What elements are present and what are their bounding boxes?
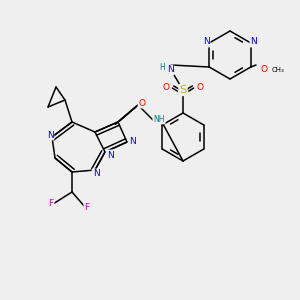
Text: O: O bbox=[196, 82, 203, 91]
Text: N: N bbox=[46, 130, 53, 140]
Text: O: O bbox=[163, 82, 170, 91]
Text: S: S bbox=[179, 85, 187, 95]
Text: N: N bbox=[250, 38, 257, 46]
Text: O: O bbox=[139, 98, 145, 107]
Text: N: N bbox=[203, 38, 210, 46]
Text: N: N bbox=[129, 137, 135, 146]
Text: O: O bbox=[260, 65, 268, 74]
Text: CH₃: CH₃ bbox=[272, 67, 285, 73]
Text: N: N bbox=[106, 151, 113, 160]
Text: H: H bbox=[159, 64, 165, 73]
Text: N: N bbox=[93, 169, 99, 178]
Text: N: N bbox=[167, 65, 173, 74]
Text: F: F bbox=[84, 202, 90, 211]
Text: F: F bbox=[48, 200, 54, 208]
Text: NH: NH bbox=[153, 115, 165, 124]
